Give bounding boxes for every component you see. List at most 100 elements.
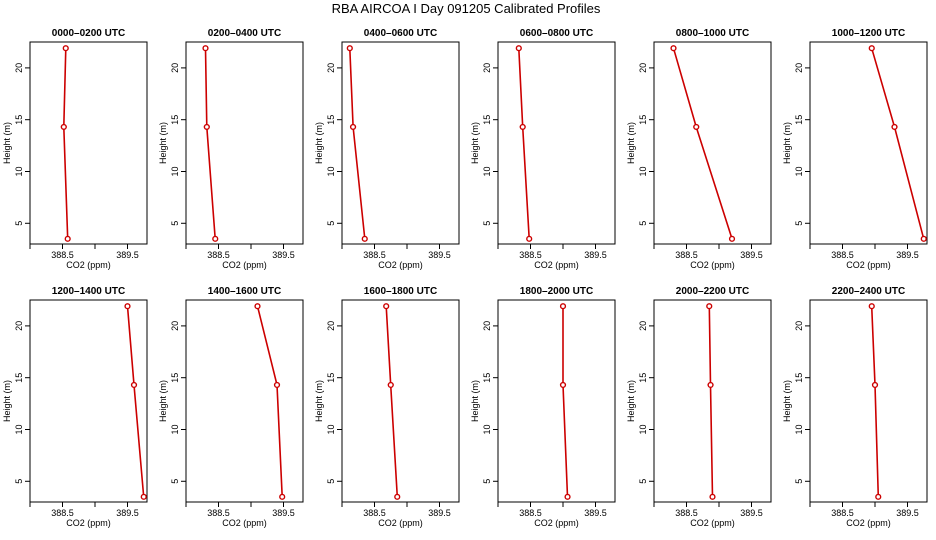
panel-0: 0000–0200 UTC 388.5 389.5 5 10 15 20 CO2 (ppm) H… bbox=[2, 28, 148, 270]
y-tick-label: 5 bbox=[14, 221, 24, 226]
x-axis-label: CO2 (ppm) bbox=[846, 260, 891, 270]
data-point bbox=[279, 493, 286, 500]
panel-1: 0200–0400 UTC 388.5 389.5 5 10 15 20 CO2 (ppm) H… bbox=[158, 28, 304, 270]
x-tick-label: 389.5 bbox=[740, 508, 763, 518]
x-axis-label: CO2 (ppm) bbox=[846, 518, 891, 528]
plot-frame bbox=[653, 41, 772, 245]
y-axis-label: Height (m) bbox=[470, 380, 480, 422]
data-point bbox=[383, 303, 390, 310]
panel-title: 1200–1400 UTC bbox=[52, 286, 125, 297]
profile-line bbox=[256, 306, 283, 497]
x-tick-label: 388.5 bbox=[363, 250, 386, 260]
panel-title: 0000–0200 UTC bbox=[52, 28, 125, 39]
y-tick-label: 20 bbox=[14, 321, 24, 331]
x-axis-label: CO2 (ppm) bbox=[378, 260, 423, 270]
data-point bbox=[891, 123, 898, 131]
y-axis-label: Height (m) bbox=[626, 122, 636, 164]
y-tick-label: 5 bbox=[482, 221, 492, 226]
y-tick-label: 15 bbox=[170, 115, 180, 125]
panel-4: 0800–1000 UTC 388.5 389.5 5 10 15 20 CO2 (ppm) H… bbox=[626, 28, 772, 270]
x-tick-label: 389.5 bbox=[116, 250, 139, 260]
y-tick-label: 15 bbox=[794, 373, 804, 383]
profile-line bbox=[349, 48, 366, 239]
x-tick-label: 388.5 bbox=[51, 508, 74, 518]
y-axis-label: Height (m) bbox=[626, 380, 636, 422]
x-tick-label: 389.5 bbox=[896, 508, 919, 518]
y-tick-label: 10 bbox=[482, 424, 492, 434]
y-tick-label: 10 bbox=[14, 166, 24, 176]
figure-title: RBA AIRCOA I Day 091205 Calibrated Profi… bbox=[332, 1, 601, 16]
panel-title: 1000–1200 UTC bbox=[832, 28, 905, 39]
x-axis-label: CO2 (ppm) bbox=[534, 260, 579, 270]
x-tick-label: 388.5 bbox=[51, 250, 74, 260]
data-point bbox=[871, 381, 879, 389]
x-tick-label: 389.5 bbox=[428, 508, 451, 518]
data-point bbox=[60, 123, 67, 131]
x-axis-label: CO2 (ppm) bbox=[66, 518, 111, 528]
x-axis-label: CO2 (ppm) bbox=[690, 260, 735, 270]
y-tick-label: 20 bbox=[482, 321, 492, 331]
x-axis-label: CO2 (ppm) bbox=[534, 518, 579, 528]
y-axis-label: Height (m) bbox=[2, 380, 12, 422]
y-tick-label: 15 bbox=[482, 115, 492, 125]
x-axis-label: CO2 (ppm) bbox=[690, 518, 735, 528]
profile-line bbox=[62, 48, 69, 239]
panel-title: 0800–1000 UTC bbox=[676, 28, 749, 39]
y-tick-label: 20 bbox=[326, 321, 336, 331]
y-tick-label: 15 bbox=[14, 373, 24, 383]
y-axis-label: Height (m) bbox=[470, 122, 480, 164]
y-tick-label: 10 bbox=[794, 424, 804, 434]
panel-9: 1800–2000 UTC 388.5 389.5 5 10 15 20 CO2 (ppm) H… bbox=[470, 286, 616, 528]
data-point bbox=[212, 235, 219, 242]
panels-grid: 0000–0200 UTC 388.5 389.5 5 10 15 20 CO2 (ppm) H… bbox=[2, 28, 928, 528]
y-tick-label: 15 bbox=[170, 373, 180, 383]
plot-frame bbox=[809, 41, 928, 245]
data-point bbox=[515, 45, 522, 52]
data-point bbox=[706, 303, 713, 310]
y-tick-label: 10 bbox=[326, 424, 336, 434]
y-tick-label: 15 bbox=[482, 373, 492, 383]
y-tick-label: 10 bbox=[14, 424, 24, 434]
panel-title: 0400–0600 UTC bbox=[364, 28, 437, 39]
profile-line bbox=[672, 47, 733, 240]
y-tick-label: 10 bbox=[326, 166, 336, 176]
x-tick-label: 388.5 bbox=[519, 508, 542, 518]
panel-2: 0400–0600 UTC 388.5 389.5 5 10 15 20 CO2 (ppm) H… bbox=[314, 28, 460, 270]
data-point bbox=[564, 493, 571, 500]
data-point bbox=[526, 235, 533, 242]
data-point bbox=[693, 123, 700, 131]
y-tick-label: 20 bbox=[170, 321, 180, 331]
y-tick-label: 10 bbox=[638, 166, 648, 176]
x-tick-label: 388.5 bbox=[207, 508, 230, 518]
y-axis-label: Height (m) bbox=[2, 122, 12, 164]
y-tick-label: 20 bbox=[170, 63, 180, 73]
data-point bbox=[868, 303, 875, 310]
x-tick-label: 388.5 bbox=[363, 508, 386, 518]
data-point bbox=[387, 381, 394, 389]
profile-line bbox=[518, 48, 530, 239]
x-tick-label: 388.5 bbox=[675, 250, 698, 260]
x-tick-label: 389.5 bbox=[584, 250, 607, 260]
y-tick-label: 10 bbox=[170, 166, 180, 176]
x-tick-label: 389.5 bbox=[272, 508, 295, 518]
data-point bbox=[124, 303, 131, 310]
data-point bbox=[203, 123, 210, 131]
y-tick-label: 5 bbox=[794, 479, 804, 484]
x-tick-label: 388.5 bbox=[519, 250, 542, 260]
data-point bbox=[707, 381, 714, 389]
x-axis-label: CO2 (ppm) bbox=[378, 518, 423, 528]
data-point bbox=[62, 45, 69, 52]
x-axis-label: CO2 (ppm) bbox=[222, 260, 267, 270]
profile-line bbox=[870, 47, 925, 240]
y-axis-label: Height (m) bbox=[314, 380, 324, 422]
plot-frame bbox=[497, 41, 616, 245]
y-tick-label: 20 bbox=[794, 63, 804, 73]
y-tick-label: 5 bbox=[638, 479, 648, 484]
y-tick-label: 5 bbox=[794, 221, 804, 226]
x-tick-label: 388.5 bbox=[675, 508, 698, 518]
data-point bbox=[559, 381, 567, 389]
y-axis-label: Height (m) bbox=[158, 380, 168, 422]
x-axis-label: CO2 (ppm) bbox=[222, 518, 267, 528]
data-point bbox=[519, 123, 526, 131]
